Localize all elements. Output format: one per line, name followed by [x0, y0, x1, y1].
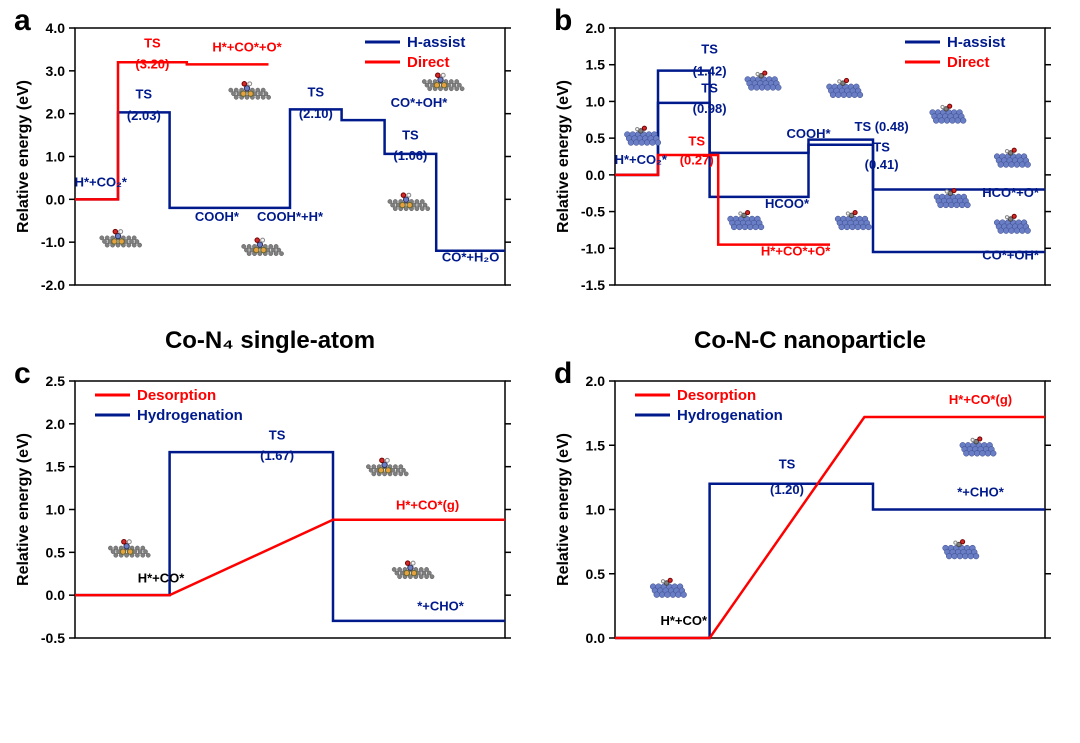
svg-text:Desorption: Desorption: [677, 387, 756, 404]
svg-text:TS: TS: [144, 35, 161, 50]
svg-text:Direct: Direct: [947, 54, 990, 71]
svg-text:TS: TS: [135, 87, 152, 102]
svg-text:(1.20): (1.20): [770, 482, 804, 497]
svg-text:-1.5: -1.5: [581, 277, 605, 293]
svg-text:1.0: 1.0: [586, 93, 606, 109]
svg-text:0.0: 0.0: [586, 167, 606, 183]
svg-text:TS: TS: [307, 85, 324, 100]
svg-text:H*+CO*(g): H*+CO*(g): [396, 498, 459, 513]
svg-text:-2.0: -2.0: [41, 277, 65, 293]
svg-text:-0.5: -0.5: [41, 630, 65, 646]
panel-d: d 0.00.51.01.52.0Relative energy (eV)TS(…: [550, 363, 1070, 668]
svg-text:Relative energy (eV): Relative energy (eV): [555, 80, 572, 233]
svg-text:HCO*+O*: HCO*+O*: [982, 185, 1040, 200]
panel-c: c -0.50.00.51.01.52.02.5Relative energy …: [10, 363, 530, 668]
panel-b-label: b: [554, 4, 572, 38]
svg-text:Hydrogenation: Hydrogenation: [137, 407, 243, 424]
svg-text:H*+CO₂*: H*+CO₂*: [615, 152, 668, 167]
svg-text:1.0: 1.0: [46, 149, 66, 165]
svg-text:TS: TS: [701, 81, 718, 96]
panel-a-label: a: [14, 4, 31, 38]
svg-text:0.5: 0.5: [46, 544, 66, 560]
svg-text:(2.03): (2.03): [127, 108, 161, 123]
svg-text:1.0: 1.0: [46, 502, 66, 518]
svg-text:(3.20): (3.20): [135, 57, 169, 72]
svg-text:COOH*: COOH*: [195, 209, 240, 224]
svg-text:H*+CO*: H*+CO*: [660, 613, 708, 628]
svg-text:Direct: Direct: [407, 54, 450, 71]
svg-text:Relative energy (eV): Relative energy (eV): [555, 433, 572, 586]
svg-text:Relative energy (eV): Relative energy (eV): [15, 80, 32, 233]
svg-text:H*+CO₂*: H*+CO₂*: [75, 174, 128, 189]
svg-text:*+CHO*: *+CHO*: [957, 485, 1005, 500]
svg-text:-1.0: -1.0: [581, 240, 605, 256]
svg-text:H-assist: H-assist: [407, 34, 465, 51]
svg-text:4.0: 4.0: [46, 20, 66, 36]
svg-text:TS: TS: [701, 42, 718, 57]
svg-text:-1.0: -1.0: [41, 234, 65, 250]
panel-c-svg: -0.5 0.0 0.5 1.0 1.5 2.0 2.5 Relative energy (e…: [10, 363, 520, 663]
svg-text:HCOO*: HCOO*: [765, 196, 810, 211]
svg-text:Relative energy (eV): Relative energy (eV): [15, 433, 32, 586]
svg-text:TS: TS: [873, 139, 890, 154]
svg-text:0.0: 0.0: [46, 587, 66, 603]
svg-text:H*+CO*+O*: H*+CO*+O*: [761, 244, 831, 259]
svg-text:CO*+OH*: CO*+OH*: [982, 247, 1040, 262]
svg-text:0.5: 0.5: [586, 130, 606, 146]
panel-a-svg: -2.0 -1.0 0.0 1.0 2.0 3.0 4.0 Relative energy (…: [10, 10, 520, 310]
svg-text:CO*+H₂O: CO*+H₂O: [442, 249, 499, 264]
panel-b-svg: -1.5 -1.0 -0.5 0.0 0.5 1.0 1.5 2.0 Relative ener…: [550, 10, 1060, 310]
svg-text:-0.5: -0.5: [581, 204, 605, 220]
svg-text:TS: TS: [779, 456, 796, 471]
panel-b: b -1.5-1.0-0.50.00.51.01.52.0Relative en…: [550, 10, 1070, 315]
figure-grid: a -2.0-1.00.01.02.03.04.0Relative energy…: [10, 10, 1070, 668]
panel-d-svg: 0.0 0.5 1.0 1.5 2.0 Relative energy (eV) TS (1.…: [550, 363, 1060, 663]
svg-text:3.0: 3.0: [46, 63, 66, 79]
svg-text:0.5: 0.5: [586, 566, 606, 582]
panel-a: a -2.0-1.00.01.02.03.04.0Relative energy…: [10, 10, 530, 315]
svg-text:2.0: 2.0: [586, 373, 606, 389]
svg-text:0.0: 0.0: [46, 191, 66, 207]
svg-text:(1.06): (1.06): [393, 148, 427, 163]
svg-text:H*+CO*(g): H*+CO*(g): [949, 392, 1012, 407]
svg-text:TS: TS: [688, 133, 705, 148]
svg-text:(2.10): (2.10): [299, 106, 333, 121]
svg-text:(0.27): (0.27): [680, 153, 714, 168]
svg-text:H*+CO*: H*+CO*: [138, 570, 186, 585]
svg-text:2.5: 2.5: [46, 373, 66, 389]
title-right: Co-N-C nanoparticle: [550, 323, 1070, 355]
svg-text:(1.42): (1.42): [693, 64, 727, 79]
svg-text:H*+CO*+O*: H*+CO*+O*: [212, 40, 282, 55]
svg-text:1.5: 1.5: [586, 437, 606, 453]
svg-text:(0.41): (0.41): [865, 157, 899, 172]
svg-text:1.5: 1.5: [46, 459, 66, 475]
svg-text:H-assist: H-assist: [947, 34, 1005, 51]
panel-c-label: c: [14, 357, 31, 391]
svg-text:*+CHO*: *+CHO*: [417, 599, 465, 614]
svg-text:(0.98): (0.98): [693, 101, 727, 116]
svg-text:(1.67): (1.67): [260, 448, 294, 463]
svg-text:1.5: 1.5: [586, 57, 606, 73]
svg-text:2.0: 2.0: [46, 106, 66, 122]
svg-text:2.0: 2.0: [46, 416, 66, 432]
svg-text:Hydrogenation: Hydrogenation: [677, 407, 783, 424]
svg-text:COOH*: COOH*: [786, 126, 831, 141]
svg-text:1.0: 1.0: [586, 502, 606, 518]
svg-text:CO*+OH*: CO*+OH*: [391, 95, 449, 110]
svg-text:TS: TS: [402, 127, 419, 142]
title-left: Co-N₄ single-atom: [10, 323, 530, 355]
panel-d-label: d: [554, 357, 572, 391]
svg-text:TS (0.48): TS (0.48): [855, 119, 909, 134]
svg-text:0.0: 0.0: [586, 630, 606, 646]
svg-text:Desorption: Desorption: [137, 387, 216, 404]
svg-text:2.0: 2.0: [586, 20, 606, 36]
svg-text:TS: TS: [269, 427, 286, 442]
svg-text:COOH*+H*: COOH*+H*: [257, 209, 324, 224]
